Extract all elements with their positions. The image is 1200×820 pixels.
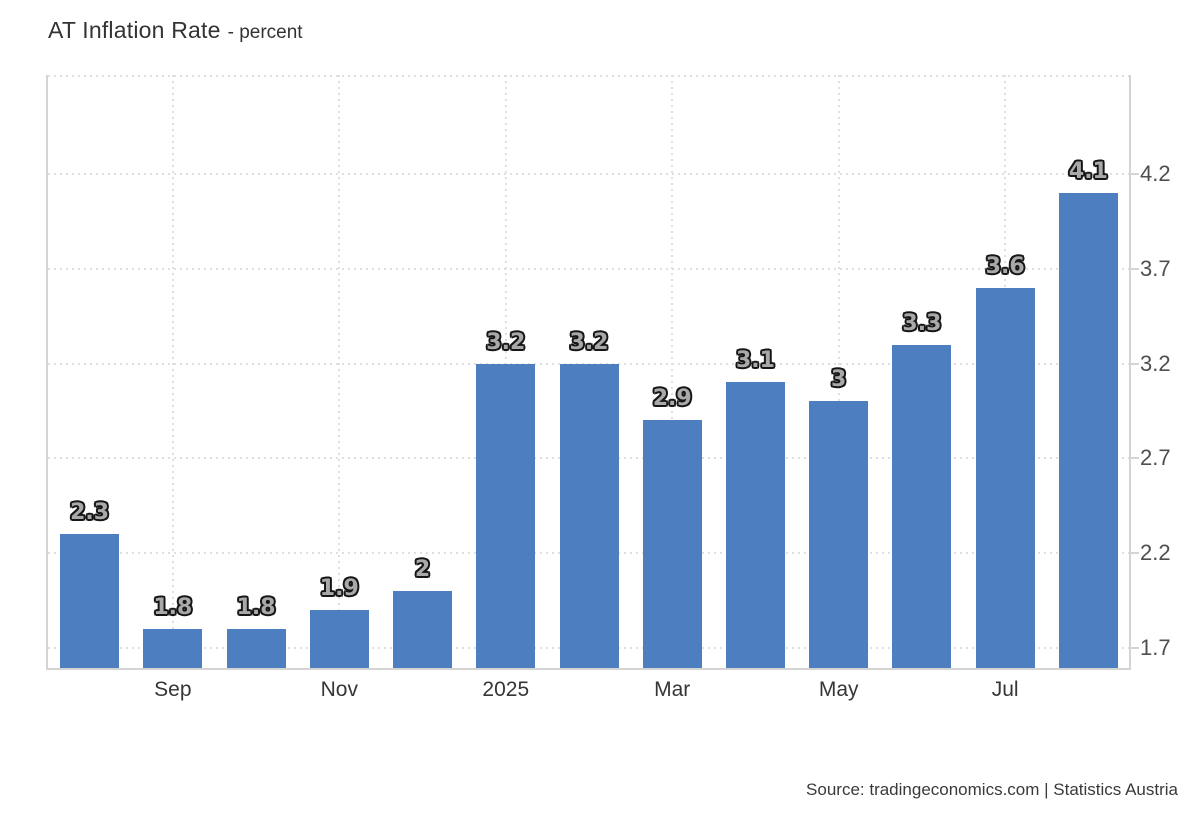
y-tick-label: 2.2 [1140, 540, 1171, 566]
y-axis-tick [1130, 552, 1139, 555]
y-axis-tick [1130, 646, 1139, 649]
bar[interactable] [310, 609, 369, 668]
x-tick-label: May [818, 678, 859, 701]
y-axis-tick [1130, 172, 1139, 175]
chart-title-text: AT Inflation Rate [48, 17, 221, 43]
bar[interactable] [393, 591, 452, 668]
bar[interactable] [227, 628, 286, 668]
bar-value-label: 1.8 [153, 594, 193, 620]
vertical-gridline [837, 75, 840, 668]
vertical-gridline [171, 75, 174, 668]
y-tick-label: 1.7 [1140, 634, 1171, 660]
bar-value-label: 1.9 [319, 575, 359, 601]
horizontal-gridline [48, 267, 1130, 270]
bar[interactable] [976, 287, 1035, 668]
bar-value-label: 3.6 [985, 253, 1025, 279]
y-tick-label: 3.7 [1140, 255, 1171, 281]
x-tick-label: Mar [654, 678, 691, 701]
bar[interactable] [143, 628, 202, 668]
x-tick-label: Nov [320, 678, 358, 701]
vertical-gridline [338, 75, 341, 668]
source-text: Source: tradingeconomics.com | Statistic… [806, 780, 1178, 799]
horizontal-gridline [48, 172, 1130, 175]
plot-top-gridline [48, 75, 1130, 77]
plot-area: 2.3 1.8 1.8 1.9 2 3.2 3.2 2.9 3.1 3 3.3 3.6 4.1 [48, 75, 1130, 668]
bar[interactable] [892, 344, 951, 668]
bar-value-label: 3.1 [735, 348, 775, 374]
y-tick-label: 4.2 [1140, 160, 1171, 186]
bar[interactable] [643, 420, 702, 668]
vertical-gridline [671, 75, 674, 668]
y-axis-tick [1130, 362, 1139, 365]
bar-value-label: 3.2 [569, 329, 609, 355]
y-axis-line-left [46, 75, 48, 670]
bar[interactable] [476, 363, 535, 668]
bar[interactable] [60, 534, 119, 668]
bar-value-label: 4.1 [1068, 158, 1108, 184]
chart-subtitle-text: - percent [227, 22, 303, 43]
y-axis-tick [1130, 267, 1139, 270]
bar-value-label: 2.3 [70, 500, 110, 526]
bar[interactable] [726, 382, 785, 668]
y-tick-label: 3.2 [1140, 350, 1171, 376]
bar-value-label: 2.9 [652, 386, 692, 412]
bar-value-label: 2 [414, 557, 431, 583]
y-tick-label: 2.7 [1140, 445, 1171, 471]
x-tick-label: Sep [154, 678, 192, 701]
x-axis-line [46, 668, 1131, 670]
y-axis-tick [1130, 457, 1139, 460]
bar-value-label: 1.8 [236, 594, 276, 620]
bar[interactable] [560, 363, 619, 668]
bar-value-label: 3.3 [902, 310, 942, 336]
y-axis-line-right [1129, 75, 1131, 670]
chart-title: AT Inflation Rate - percent [48, 17, 303, 44]
bar-value-label: 3.2 [486, 329, 526, 355]
bar-value-label: 3 [831, 367, 847, 393]
x-tick-label: 2025 [482, 678, 530, 701]
x-tick-label: Jul [991, 678, 1019, 701]
bar[interactable] [1059, 192, 1118, 668]
bar[interactable] [809, 401, 868, 668]
